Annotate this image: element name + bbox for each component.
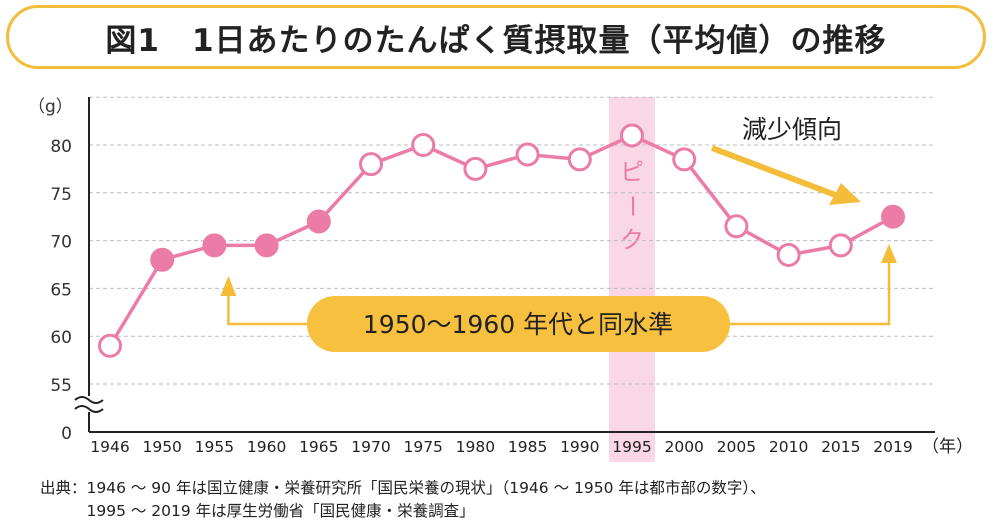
source-line-1: 出典：1946 〜 90 年は国立健康・栄養研究所「国民栄養の現状」（1946 … [40, 479, 766, 497]
x-tick-label: 1965 [299, 438, 338, 456]
data-point [463, 156, 488, 181]
x-axis-unit: （年） [922, 437, 973, 457]
y-axis-unit: （g） [28, 97, 73, 117]
level-arrow-left-head [220, 276, 237, 296]
axis-break-mark [74, 405, 104, 413]
data-point [359, 152, 383, 177]
x-tick-label: 2005 [717, 438, 756, 456]
y-tick-label: 75 [50, 185, 72, 205]
x-tick-label: 2015 [821, 438, 860, 456]
x-tick-label: 1985 [508, 438, 547, 456]
x-tick-label: 1946 [90, 438, 129, 456]
axis-break-mark [74, 396, 104, 404]
peak-label-char: ー [618, 194, 646, 218]
y-tick-label: 60 [50, 328, 72, 348]
axis-break-gap [75, 396, 103, 412]
trend-arrow-shaft [710, 145, 840, 199]
data-point [515, 142, 540, 167]
x-tick-label: 2019 [873, 438, 912, 456]
peak-highlight-band [609, 97, 655, 462]
level-bracket-right [720, 262, 891, 326]
data-point [567, 147, 592, 172]
data-point [724, 214, 749, 239]
x-tick-label: 2010 [769, 438, 808, 456]
x-tick-label: 1955 [195, 438, 234, 456]
x-tick-label: 1990 [560, 438, 599, 456]
y-tick-label: 0 [61, 424, 72, 444]
data-point [98, 333, 122, 358]
data-point [150, 247, 175, 272]
x-tick-label: 1995 [612, 438, 651, 456]
peak-label-char: ク [620, 226, 644, 254]
x-tick-label: 2000 [664, 438, 703, 456]
data-point [776, 242, 801, 267]
trend-arrow-head [829, 183, 861, 205]
x-tick-label: 1980 [456, 438, 495, 456]
y-tick-label: 55 [50, 376, 72, 396]
data-point [828, 233, 853, 258]
data-point [202, 233, 227, 258]
data-point [620, 123, 644, 148]
title-box: 図1 1日あたりのたんぱく質摂取量（平均値）の推移 [6, 5, 986, 69]
peak-label-char: ピ [620, 158, 644, 186]
source-line-2: 1995 〜 2019 年は厚生労働省「国民健康・栄養調査」 [40, 502, 475, 520]
level-callout-pill [307, 296, 730, 352]
x-tick-label: 1970 [351, 438, 390, 456]
series-line [108, 133, 894, 347]
level-bracket-left [227, 296, 320, 326]
data-point [881, 204, 905, 229]
trend-annotation: 減少傾向 [742, 115, 842, 144]
level-arrow-right-head [881, 244, 897, 263]
data-point [254, 233, 279, 258]
data-point [672, 147, 697, 172]
data-point [306, 209, 331, 234]
y-tick-label: 80 [50, 137, 72, 157]
x-tick-label: 1975 [403, 438, 442, 456]
y-tick-label: 65 [50, 280, 72, 300]
x-tick-label: 1950 [142, 438, 181, 456]
source-note: 出典：1946 〜 90 年は国立健康・栄養研究所「国民栄養の現状」（1946 … [40, 477, 766, 523]
x-tick-label: 1960 [247, 438, 286, 456]
data-point [411, 133, 436, 157]
chart-title: 図1 1日あたりのたんぱく質摂取量（平均値）の推移 [105, 22, 887, 59]
y-tick-label: 70 [50, 233, 72, 253]
level-callout-text: 1950〜1960 年代と同水準 [363, 310, 673, 339]
